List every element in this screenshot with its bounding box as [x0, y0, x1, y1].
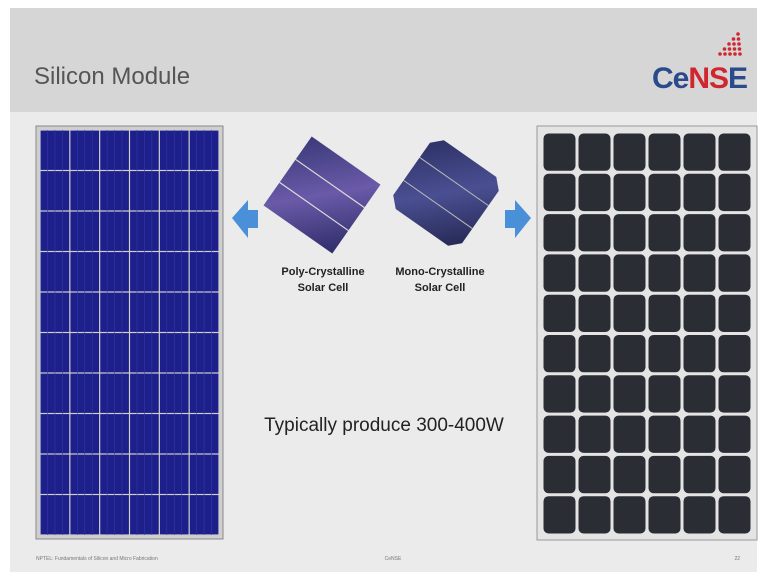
logo-dot [723, 52, 727, 56]
logo-part: NS [688, 62, 728, 95]
mono-cell [684, 134, 716, 171]
mono-cell [544, 254, 576, 291]
mono-cell [544, 174, 576, 211]
logo-dot [736, 32, 740, 36]
mono-cell [544, 335, 576, 372]
logo-dot [737, 37, 741, 41]
header-band [10, 8, 757, 112]
logo-dot [737, 42, 741, 46]
mono-cell [614, 254, 646, 291]
mono-cell [684, 214, 716, 251]
mono-cell [649, 295, 681, 332]
cell-label: Solar Cell [415, 282, 466, 294]
mono-cell [684, 496, 716, 533]
mono-cell [544, 375, 576, 412]
mono-cell [649, 214, 681, 251]
mono-cell [579, 335, 611, 372]
footer-left: NPTEL: Fundamentals of Silicon and Micro… [36, 556, 158, 562]
mono-cell [579, 254, 611, 291]
mono-cell [649, 375, 681, 412]
mono-cell [544, 496, 576, 533]
cell-label: Mono-Crystalline [395, 266, 484, 278]
mono-cell [579, 456, 611, 493]
mono-cell [544, 416, 576, 453]
mono-cell [614, 416, 646, 453]
mono-cell [579, 134, 611, 171]
cell-label: Poly-Crystalline [281, 266, 364, 278]
mono-cell [684, 335, 716, 372]
mono-cell [614, 134, 646, 171]
mono-cell [614, 375, 646, 412]
cell-label: Solar Cell [298, 282, 349, 294]
mono-cell [684, 295, 716, 332]
slide-title: Silicon Module [34, 63, 190, 90]
slide: Silicon Module CeNSE Poly-Crystalline So… [0, 0, 767, 580]
mono-cell [544, 134, 576, 171]
mono-cell [544, 214, 576, 251]
logo-dot [728, 47, 732, 51]
mono-cell [649, 134, 681, 171]
mono-cell [649, 335, 681, 372]
mono-cell [649, 496, 681, 533]
mono-cell [614, 456, 646, 493]
logo-dot [723, 47, 727, 51]
mono-cell [719, 295, 751, 332]
mono-cell [614, 174, 646, 211]
logo-dot [733, 52, 737, 56]
mono-cell [579, 375, 611, 412]
logo-dot [732, 37, 736, 41]
logo-part: E [728, 62, 747, 95]
mono-cell [579, 214, 611, 251]
logo-part: Ce [652, 62, 689, 95]
mono-cell [649, 174, 681, 211]
footer-center: CeNSE [385, 556, 402, 562]
mono-cell [719, 456, 751, 493]
mono-cell [684, 375, 716, 412]
body-text: Typically produce 300-400W [264, 415, 504, 436]
logo-dot [738, 52, 742, 56]
mono-cell [719, 174, 751, 211]
mono-cell [579, 295, 611, 332]
mono-cell [544, 456, 576, 493]
mono-cell [684, 254, 716, 291]
page: {"header": {"title": "Silicon Module", "… [0, 0, 767, 580]
mono-cell [719, 214, 751, 251]
mono-cell [719, 134, 751, 171]
logo-text: CeNSE [652, 62, 747, 95]
mono-cell [719, 335, 751, 372]
mono-cell [649, 456, 681, 493]
mono-cell [649, 416, 681, 453]
logo-dot [718, 52, 722, 56]
mono-cell [614, 496, 646, 533]
mono-cell [579, 174, 611, 211]
logo-dot [727, 42, 731, 46]
mono-cell [614, 295, 646, 332]
mono-cell [684, 174, 716, 211]
logo-dot [738, 47, 742, 51]
logo-dot [733, 47, 737, 51]
logo-dot [732, 42, 736, 46]
mono-cell [649, 254, 681, 291]
mono-cell [614, 214, 646, 251]
logo-dot [728, 52, 732, 56]
mono-cell [579, 496, 611, 533]
mono-cell [684, 416, 716, 453]
mono-cell [544, 295, 576, 332]
mono-cell [614, 335, 646, 372]
mono-cell [719, 375, 751, 412]
mono-cell [684, 456, 716, 493]
footer-right: 22 [734, 556, 740, 562]
mono-cell [579, 416, 611, 453]
mono-cell [719, 416, 751, 453]
mono-cell [719, 254, 751, 291]
mono-cell [719, 496, 751, 533]
